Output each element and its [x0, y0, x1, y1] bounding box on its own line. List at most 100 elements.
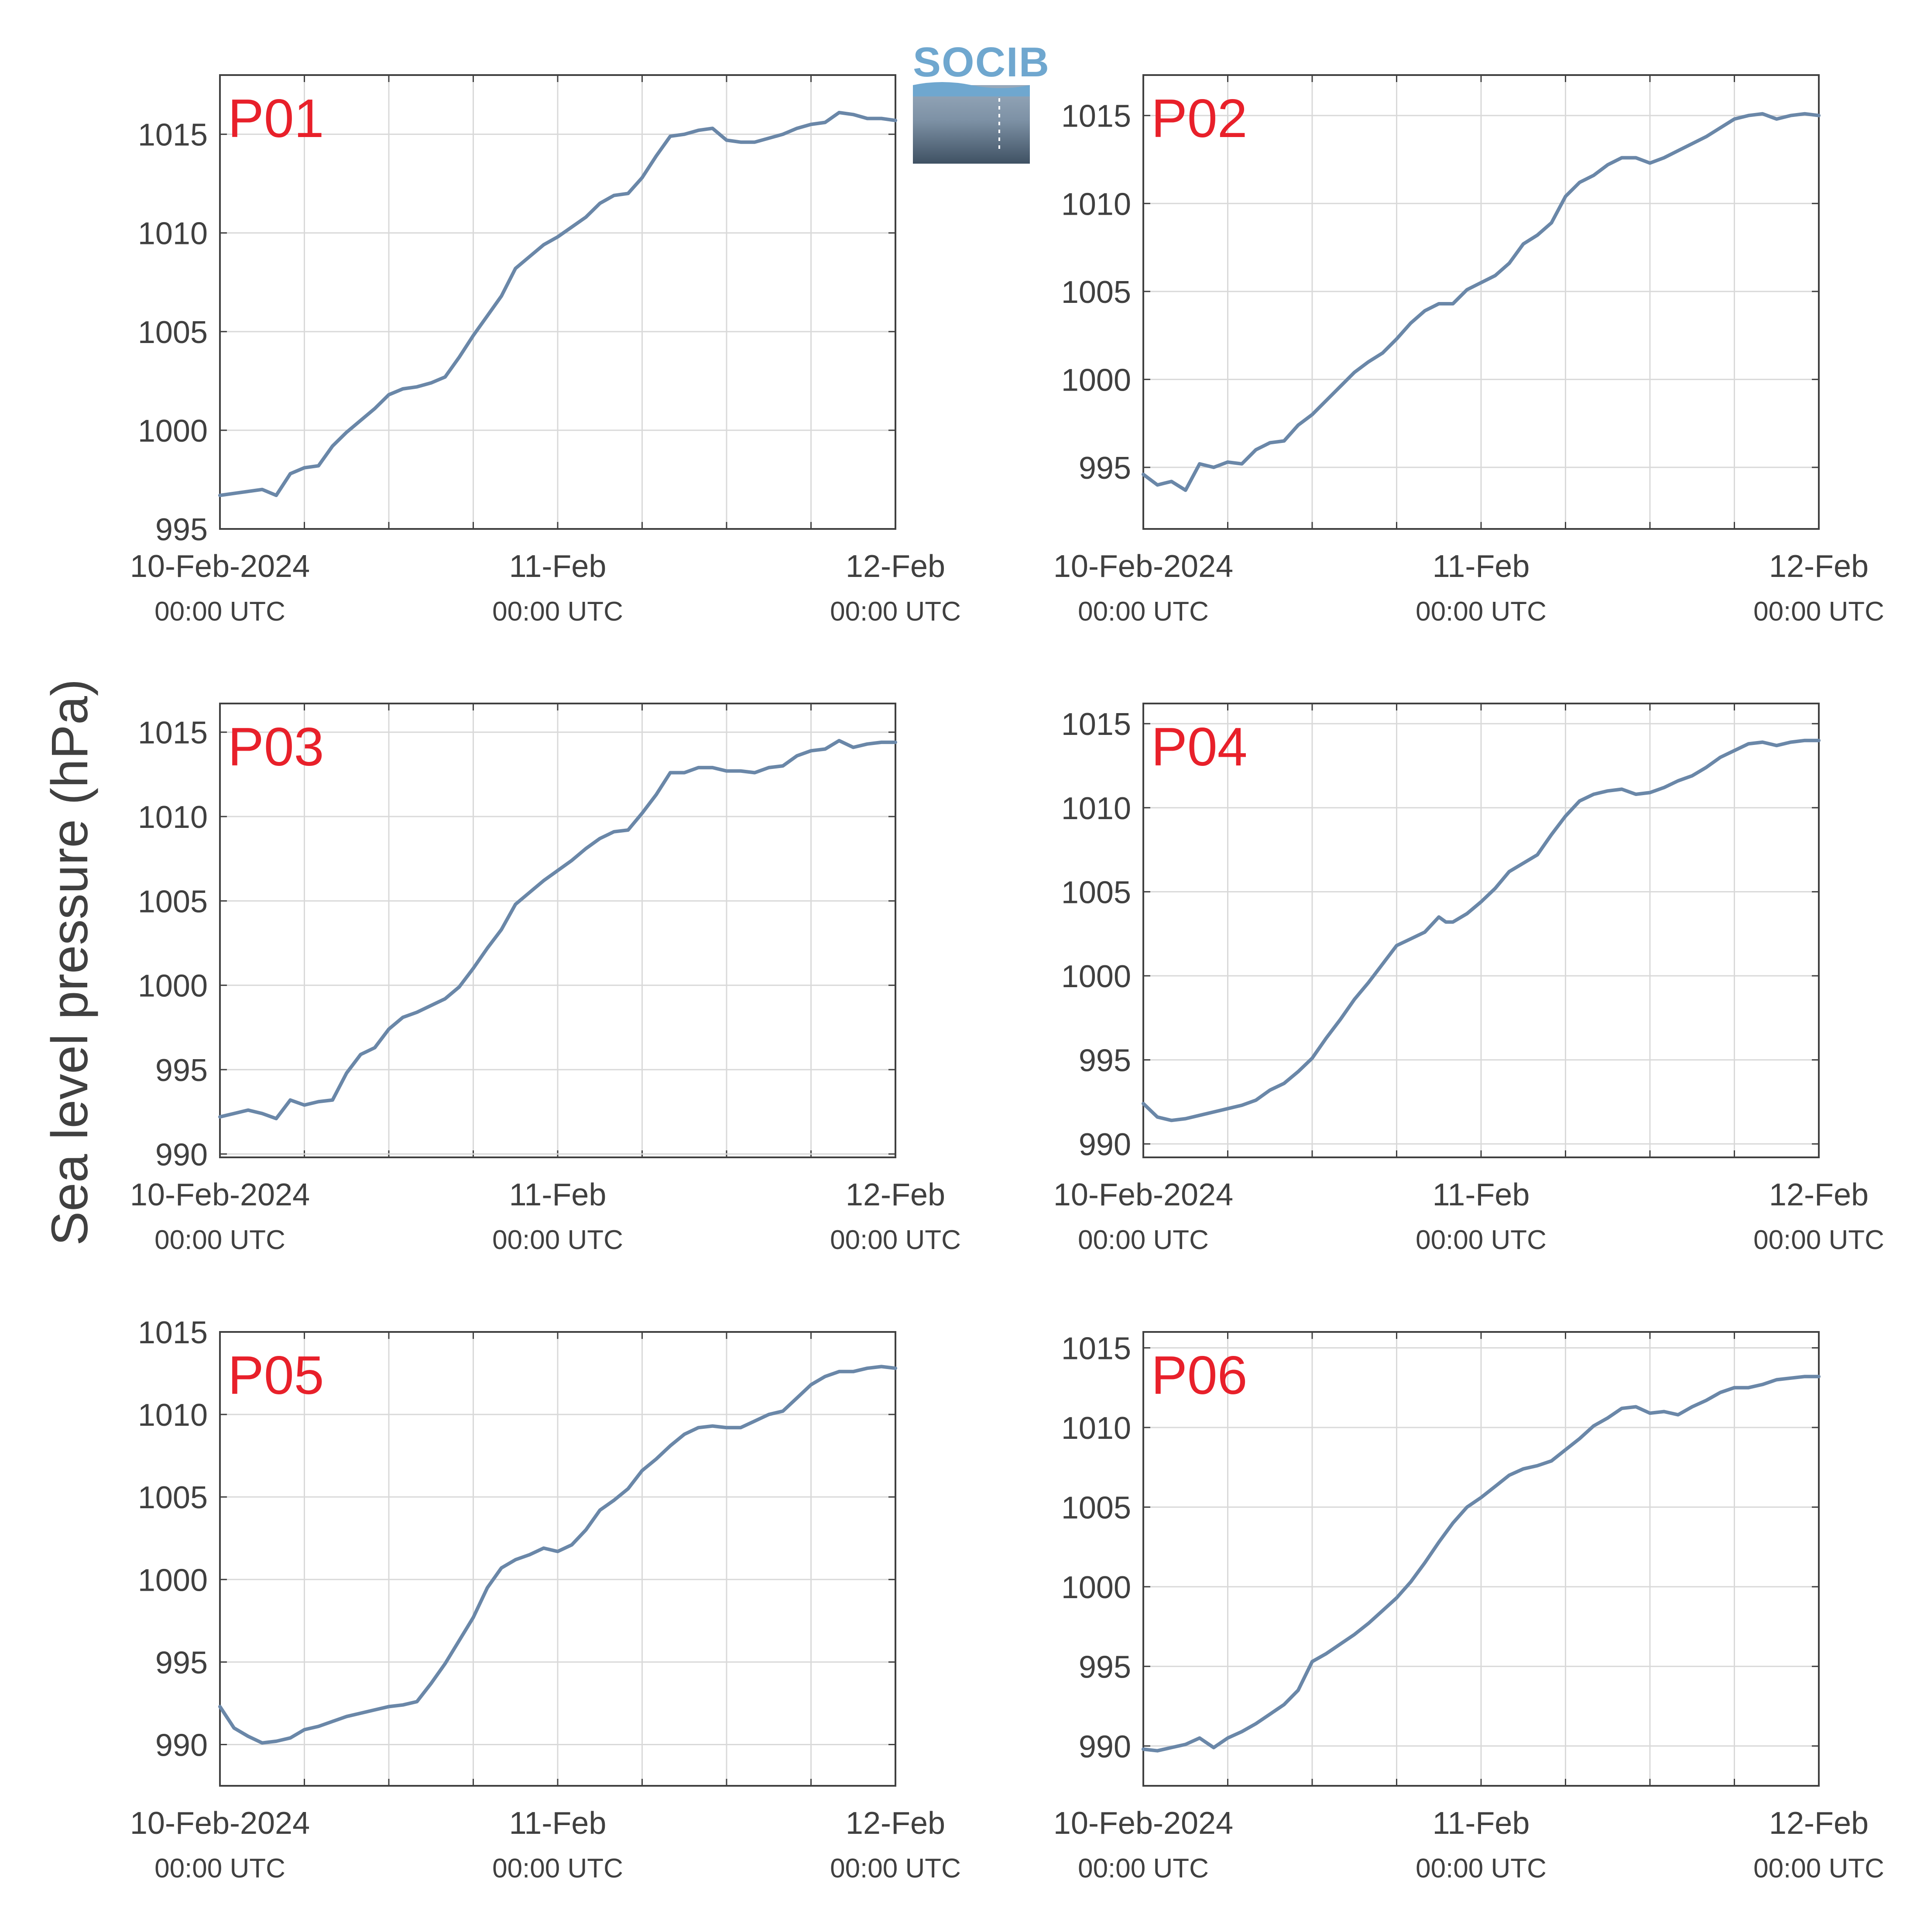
y-tick-label: 1010 — [138, 1398, 208, 1433]
logo-text: SOCIB — [913, 39, 1050, 86]
y-tick-label: 1005 — [138, 884, 208, 919]
x-tick-label-date: 12-Feb — [1769, 549, 1869, 584]
y-tick-label: 1005 — [138, 315, 208, 350]
x-tick-label-time: 00:00 UTC — [154, 597, 285, 627]
chart-panel-p05: 990 995 1000 1005 1010 1015 10-Feb-2024 00:00 U… — [130, 1315, 961, 1884]
y-tick-label: 990 — [1079, 1127, 1131, 1162]
y-tick-label: 995 — [1079, 1043, 1131, 1078]
y-tick-label: 995 — [155, 512, 208, 547]
panel-label: P05 — [228, 1345, 324, 1406]
x-tick-label-time: 00:00 UTC — [830, 1225, 961, 1255]
y-tick-label: 1010 — [1061, 187, 1131, 222]
y-tick-label: 1015 — [138, 118, 208, 153]
y-tick-label: 1010 — [1061, 1411, 1131, 1446]
axes-frame — [1142, 703, 1820, 1158]
y-tick-label: 1015 — [138, 716, 208, 751]
y-tick-label: 995 — [155, 1053, 208, 1088]
y-axis-label: Sea level pressure (hPa) — [41, 679, 99, 1246]
x-tick-label-date: 11-Feb — [1433, 1806, 1530, 1841]
x-tick-label-date: 12-Feb — [846, 1177, 945, 1212]
x-tick-label-date: 11-Feb — [509, 1177, 607, 1212]
series-line-p04 — [1142, 738, 1821, 1122]
x-tick-label-date: 12-Feb — [846, 1806, 945, 1841]
y-tick-label: 990 — [155, 1137, 208, 1172]
x-tick-label-time: 00:00 UTC — [1753, 597, 1884, 627]
x-tick-label-time: 00:00 UTC — [830, 1853, 961, 1884]
x-tick-label-time: 00:00 UTC — [492, 597, 623, 627]
x-tick-label-time: 00:00 UTC — [154, 1853, 285, 1884]
x-tick-label-time: 00:00 UTC — [1416, 1853, 1547, 1884]
x-tick-label-date: 10-Feb-2024 — [1053, 549, 1233, 584]
x-tick-label-date: 12-Feb — [846, 549, 945, 584]
y-tick-label: 1000 — [138, 969, 208, 1004]
panel-label: P04 — [1151, 717, 1248, 777]
y-tick-label: 1010 — [1061, 791, 1131, 826]
y-tick-label: 1000 — [1061, 1570, 1131, 1605]
x-tick-label-date: 10-Feb-2024 — [1053, 1177, 1233, 1212]
logo-dots — [998, 98, 1000, 151]
series-line-p06 — [1142, 1375, 1821, 1753]
y-tick-label: 1015 — [1061, 99, 1131, 134]
chart-panel-p02: 995 1000 1005 1010 1015 10-Feb-2024 00:00 UTC 1… — [1053, 74, 1884, 627]
x-tick-label-date: 10-Feb-2024 — [130, 1806, 310, 1841]
series-line-p03 — [218, 739, 897, 1121]
y-tick-label: 1010 — [138, 216, 208, 251]
panel-label: P01 — [228, 89, 324, 149]
x-tick-label-time: 00:00 UTC — [830, 597, 961, 627]
series-line-p01 — [218, 110, 897, 498]
y-tick-label: 1005 — [1061, 275, 1131, 310]
y-tick-label: 1010 — [138, 800, 208, 835]
axes-frame — [1142, 1331, 1820, 1787]
x-tick-label-date: 12-Feb — [1769, 1806, 1869, 1841]
panel-label: P02 — [1151, 89, 1248, 149]
logo-wave — [913, 82, 1030, 96]
y-tick-label: 990 — [155, 1728, 208, 1763]
panel-label: P03 — [228, 717, 324, 777]
x-tick-label-date: 11-Feb — [509, 549, 607, 584]
axes-frame — [219, 1331, 896, 1787]
panel-label: P06 — [1151, 1345, 1248, 1406]
x-tick-label-time: 00:00 UTC — [1078, 1853, 1209, 1884]
y-tick-label: 995 — [155, 1645, 208, 1680]
y-tick-label: 990 — [1079, 1730, 1131, 1764]
x-tick-label-date: 12-Feb — [1769, 1177, 1869, 1212]
y-tick-label: 1005 — [138, 1480, 208, 1515]
x-tick-label-date: 11-Feb — [1433, 549, 1530, 584]
y-tick-label: 1015 — [138, 1315, 208, 1350]
x-tick-label-time: 00:00 UTC — [1078, 597, 1209, 627]
series-line-p02 — [1142, 112, 1821, 492]
x-tick-label-time: 00:00 UTC — [1416, 1225, 1547, 1255]
y-tick-label: 1000 — [1061, 363, 1131, 398]
x-tick-label-date: 10-Feb-2024 — [130, 549, 310, 584]
x-tick-label-time: 00:00 UTC — [492, 1853, 623, 1884]
logo-box — [913, 85, 1030, 164]
x-tick-label-time: 00:00 UTC — [492, 1225, 623, 1255]
y-tick-label: 1000 — [138, 414, 208, 449]
x-tick-label-date: 11-Feb — [1433, 1177, 1530, 1212]
x-tick-label-date: 11-Feb — [509, 1806, 607, 1841]
chart-panel-p04: 990 995 1000 1005 1010 1015 10-Feb-2024 00:00 U… — [1053, 703, 1884, 1255]
y-tick-label: 995 — [1079, 1650, 1131, 1685]
x-tick-label-date: 10-Feb-2024 — [1053, 1806, 1233, 1841]
chart-panel-p01: 995 1000 1005 1010 1015 10-Feb-2024 00:00 UTC 1… — [130, 74, 961, 627]
chart-panel-p03: 990 995 1000 1005 1010 1015 10-Feb-2024 00:00 U… — [130, 703, 961, 1255]
x-tick-label-time: 00:00 UTC — [1416, 597, 1547, 627]
y-tick-label: 1000 — [1061, 959, 1131, 994]
y-tick-label: 1015 — [1061, 707, 1131, 742]
x-tick-label-time: 00:00 UTC — [1753, 1225, 1884, 1255]
x-tick-label-time: 00:00 UTC — [154, 1225, 285, 1255]
x-tick-label-time: 00:00 UTC — [1753, 1853, 1884, 1884]
axes-frame — [219, 74, 896, 530]
y-tick-label: 1000 — [138, 1563, 208, 1598]
y-tick-label: 1015 — [1061, 1331, 1131, 1366]
axes-frame — [219, 703, 896, 1158]
series-line-p05 — [218, 1365, 897, 1745]
axes-frame — [1142, 74, 1820, 530]
x-tick-label-date: 10-Feb-2024 — [130, 1177, 310, 1212]
socib-logo: SOCIB — [913, 39, 1050, 164]
chart-panel-p06: 990 995 1000 1005 1010 1015 10-Feb-2024 00:00 U… — [1053, 1331, 1884, 1884]
x-tick-label-time: 00:00 UTC — [1078, 1225, 1209, 1255]
y-tick-label: 1005 — [1061, 1490, 1131, 1525]
